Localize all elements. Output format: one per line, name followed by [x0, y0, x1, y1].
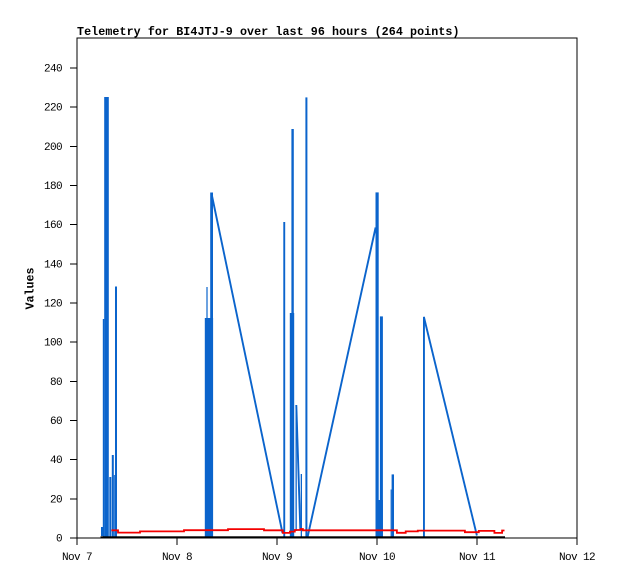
svg-text:Nov 9: Nov 9 [262, 552, 292, 564]
svg-text:Telemetry for BI4JTJ-9 over la: Telemetry for BI4JTJ-9 over last 96 hour… [77, 25, 460, 39]
svg-text:120: 120 [44, 299, 62, 311]
svg-text:60: 60 [50, 416, 62, 428]
svg-text:0: 0 [56, 534, 62, 546]
svg-text:140: 140 [44, 259, 62, 271]
svg-text:160: 160 [44, 220, 62, 232]
svg-text:Nov 8: Nov 8 [162, 552, 192, 564]
svg-text:80: 80 [50, 377, 62, 389]
svg-text:Nov 10: Nov 10 [359, 552, 395, 564]
svg-text:20: 20 [50, 494, 62, 506]
svg-text:Nov 7: Nov 7 [62, 552, 92, 564]
svg-text:240: 240 [44, 64, 62, 76]
svg-text:40: 40 [50, 455, 62, 467]
svg-text:220: 220 [44, 103, 62, 115]
svg-text:100: 100 [44, 338, 62, 350]
svg-text:200: 200 [44, 142, 62, 154]
svg-text:Nov 11: Nov 11 [459, 552, 496, 564]
svg-text:Nov 12: Nov 12 [559, 552, 595, 564]
svg-text:Values: Values [24, 268, 38, 310]
svg-text:180: 180 [44, 181, 62, 193]
